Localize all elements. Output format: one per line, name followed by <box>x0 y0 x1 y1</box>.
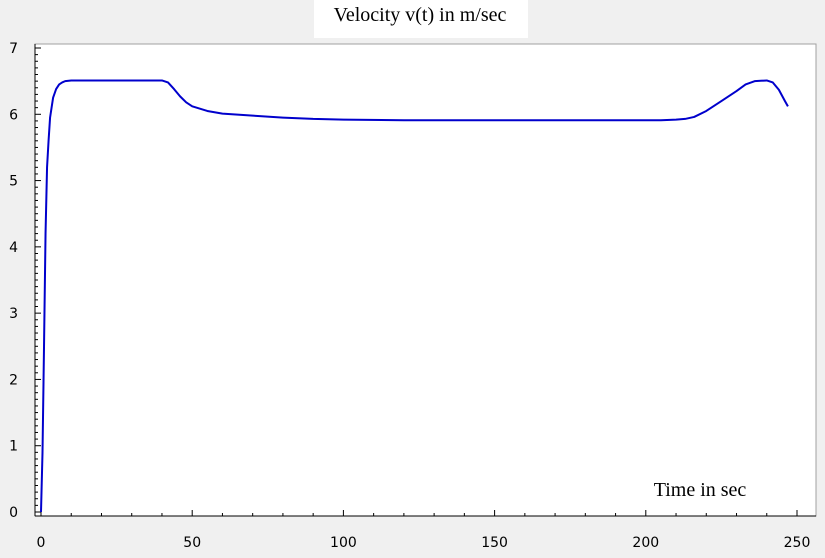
y-tick-label: 0 <box>9 505 18 521</box>
x-axis: 0 50 100 150 200 250 <box>35 510 816 551</box>
x-tick-label: 0 <box>37 535 46 551</box>
y-tick-label: 5 <box>9 174 18 190</box>
x-tick-label: 50 <box>183 535 201 551</box>
y-tick-label: 1 <box>9 439 18 455</box>
y-tick-label: 7 <box>9 41 18 57</box>
x-axis-label: Time in sec <box>654 479 747 501</box>
title-background <box>314 0 528 38</box>
velocity-series-line <box>40 79 789 513</box>
y-tick-label: 4 <box>9 240 18 256</box>
chart-title: Velocity v(t) in m/sec <box>334 4 507 26</box>
x-tick-label: 100 <box>330 535 357 551</box>
x-tick-label: 150 <box>481 535 508 551</box>
y-tick-label: 6 <box>9 107 18 123</box>
y-tick-label: 3 <box>9 306 18 322</box>
x-tick-label: 200 <box>632 535 659 551</box>
y-axis: 0 1 2 3 4 5 6 7 <box>9 41 41 521</box>
x-tick-label: 250 <box>784 535 811 551</box>
plot-area <box>34 43 817 517</box>
y-tick-label: 2 <box>9 372 18 388</box>
